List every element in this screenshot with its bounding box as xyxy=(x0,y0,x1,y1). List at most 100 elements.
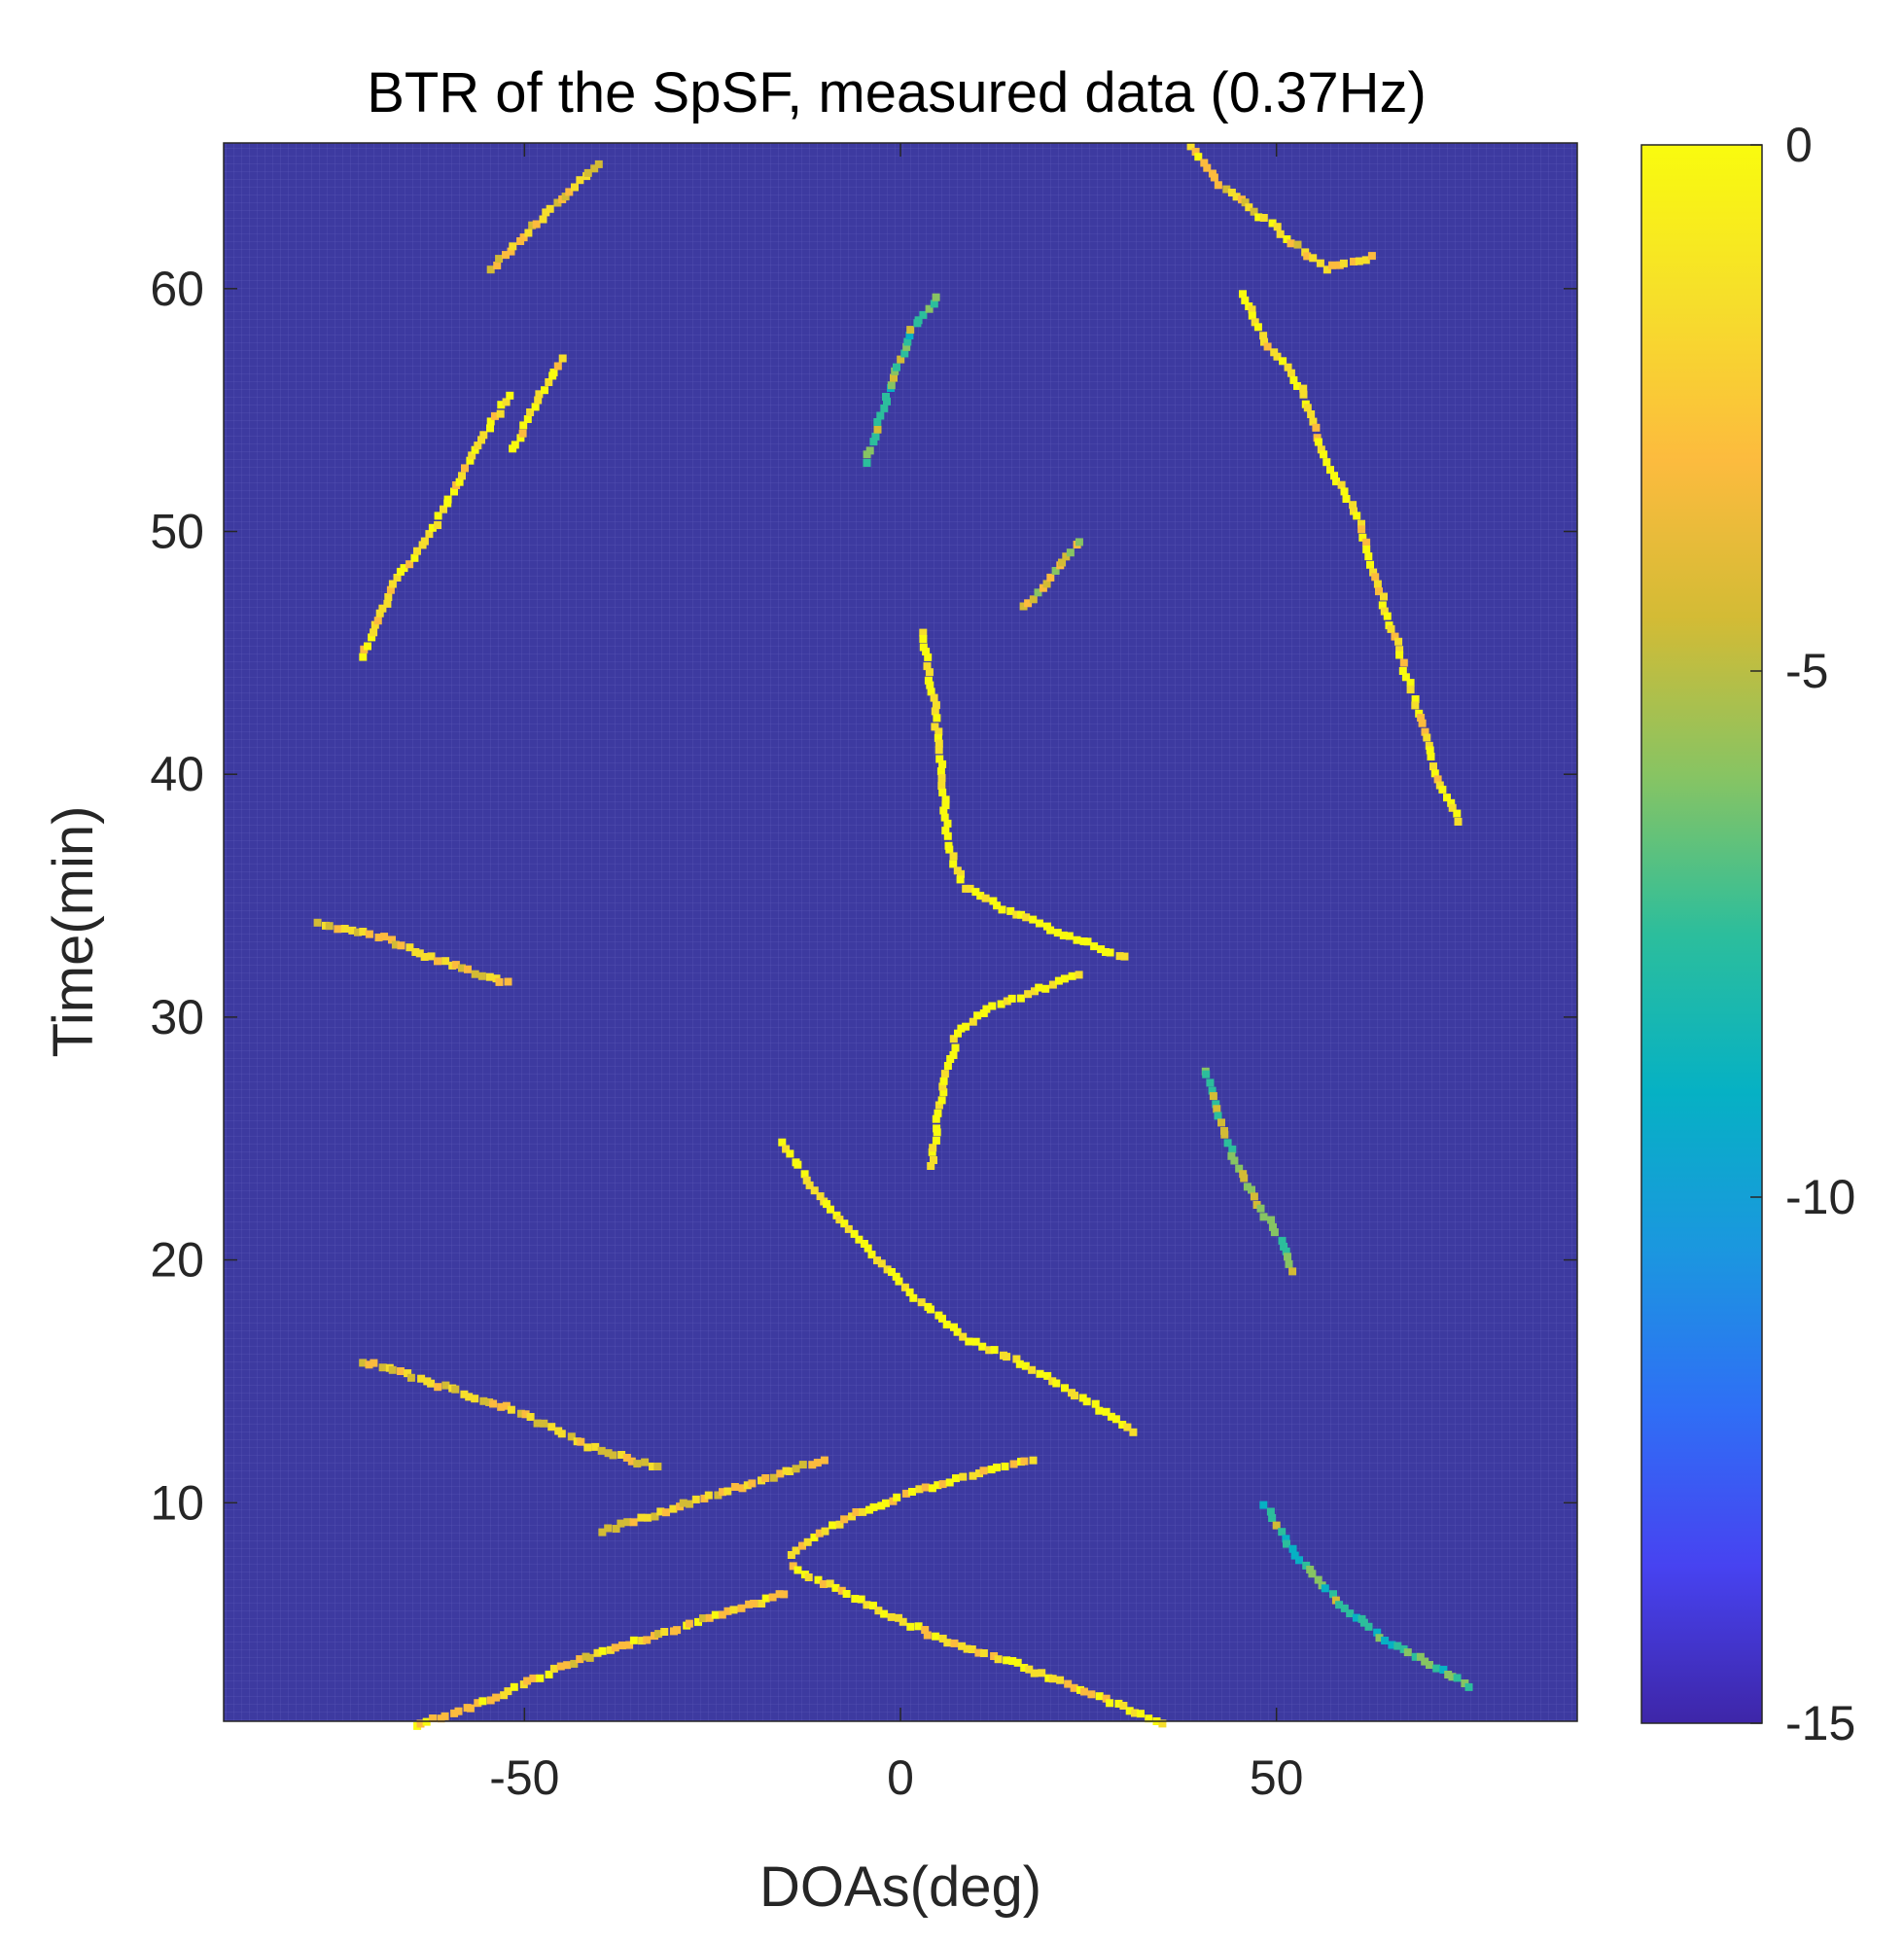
heatmap-cell xyxy=(643,1636,652,1644)
heatmap-cell xyxy=(451,961,460,970)
track-left-mid xyxy=(359,1359,662,1470)
heatmap-cell xyxy=(1322,458,1331,467)
heatmap-cell xyxy=(1248,1185,1255,1194)
track-center-upper xyxy=(919,628,1129,961)
heatmap-cell xyxy=(518,429,527,438)
heatmap-cell xyxy=(502,1401,511,1410)
heatmap-cell xyxy=(902,342,911,351)
heatmap-cell xyxy=(1273,352,1282,361)
heatmap-cell xyxy=(359,1359,368,1367)
heatmap-cell xyxy=(1283,1539,1290,1548)
heatmap-cell xyxy=(1302,1561,1311,1570)
heatmap-cell xyxy=(420,537,429,546)
heatmap-cell xyxy=(1340,1604,1349,1612)
heatmap-cell xyxy=(577,1437,585,1446)
heatmap-cell xyxy=(1056,1676,1065,1684)
heatmap-cell xyxy=(1425,741,1433,750)
heatmap-cell xyxy=(1331,1596,1340,1605)
heatmap-cell xyxy=(1380,607,1389,616)
heatmap-cell xyxy=(427,1379,436,1388)
heatmap-cell xyxy=(919,628,928,637)
heatmap-cell xyxy=(1288,1544,1297,1553)
heatmap-cell xyxy=(1266,1507,1275,1516)
heatmap-cell xyxy=(880,1609,889,1618)
heatmap-cell xyxy=(1114,1699,1123,1708)
heatmap-cell xyxy=(1357,525,1366,534)
heatmap-cell xyxy=(940,813,949,822)
heatmap-cell xyxy=(1006,906,1015,915)
heatmap-cell xyxy=(1259,1501,1268,1509)
heatmap-cell xyxy=(553,362,562,371)
heatmap-cell xyxy=(933,714,941,723)
heatmap-cell xyxy=(921,1626,930,1634)
heatmap-cell xyxy=(534,396,543,405)
heatmap-cell xyxy=(519,233,528,242)
heatmap-cell xyxy=(1012,910,1021,919)
heatmap-cell xyxy=(651,1512,659,1521)
heatmap-cell xyxy=(1387,624,1395,633)
heatmap-cell xyxy=(1251,318,1259,327)
heatmap-cell xyxy=(974,1648,983,1657)
heatmap-cell xyxy=(1256,1204,1265,1213)
heatmap-cell xyxy=(826,1579,834,1588)
heatmap-cell xyxy=(1362,538,1371,547)
heatmap-cell xyxy=(926,681,934,689)
heatmap-cell xyxy=(909,1293,918,1302)
heatmap-cell xyxy=(368,633,376,642)
heatmap-cell xyxy=(1308,1570,1317,1578)
heatmap-cell xyxy=(1399,1644,1408,1653)
heatmap-cell xyxy=(591,1442,600,1451)
heatmap-cell xyxy=(633,1460,642,1468)
heatmap-cell xyxy=(1416,1652,1425,1661)
heatmap-cell xyxy=(877,1501,886,1510)
heatmap-cell xyxy=(365,930,373,938)
y-tick-label: 10 xyxy=(150,1475,204,1530)
heatmap-cell xyxy=(1295,1556,1303,1565)
heatmap-cell xyxy=(943,831,952,840)
heatmap-cell xyxy=(334,925,342,934)
heatmap-cell xyxy=(750,1600,758,1607)
heatmap-cell xyxy=(1289,375,1298,384)
heatmap-cell xyxy=(1340,487,1349,496)
heatmap-cell xyxy=(933,1124,941,1133)
heatmap-cell xyxy=(1426,746,1434,755)
heatmap-cell xyxy=(864,1244,872,1253)
heatmap-cell xyxy=(844,1224,853,1233)
heatmap-cell xyxy=(819,1580,828,1588)
heatmap-cell xyxy=(625,1641,634,1649)
heatmap-cell xyxy=(507,1405,515,1414)
heatmap-cell xyxy=(1394,637,1403,646)
heatmap-cell xyxy=(1003,997,1011,1006)
heatmap-cell xyxy=(823,1200,831,1209)
heatmap-cell xyxy=(1075,971,1083,979)
heatmap-cell xyxy=(1191,148,1200,156)
heatmap-cell xyxy=(523,415,532,423)
y-tick-label: 20 xyxy=(150,1233,204,1288)
heatmap-cell xyxy=(576,176,584,185)
heatmap-cell xyxy=(887,1612,896,1621)
heatmap-cell xyxy=(927,1162,935,1170)
heatmap-cell xyxy=(1220,1130,1229,1139)
heatmap-cell xyxy=(533,1419,542,1428)
heatmap-cell xyxy=(540,1419,548,1428)
heatmap-cell xyxy=(531,403,540,411)
heatmap-cell xyxy=(927,688,935,696)
heatmap-cell xyxy=(897,355,905,364)
heatmap-cell xyxy=(378,604,387,613)
heatmap-cell xyxy=(793,1566,802,1574)
heatmap-cell xyxy=(1145,1714,1153,1723)
heatmap-cell xyxy=(679,1499,688,1507)
heatmap-cell xyxy=(929,1144,937,1152)
heatmap-cell xyxy=(711,1610,720,1619)
heatmap-cell xyxy=(427,952,436,961)
heatmap-cell xyxy=(813,1459,822,1467)
heatmap-cell xyxy=(1312,423,1321,432)
x-axis-label: DOAs(deg) xyxy=(759,1855,1041,1919)
heatmap-cell xyxy=(1008,1657,1017,1665)
heatmap-cell xyxy=(497,401,506,409)
heatmap-cell xyxy=(1065,932,1074,940)
heatmap-cell xyxy=(975,1469,983,1478)
heatmap-cell xyxy=(1393,1642,1402,1650)
heatmap-cell xyxy=(871,432,880,441)
heatmap-cell xyxy=(474,1699,482,1708)
